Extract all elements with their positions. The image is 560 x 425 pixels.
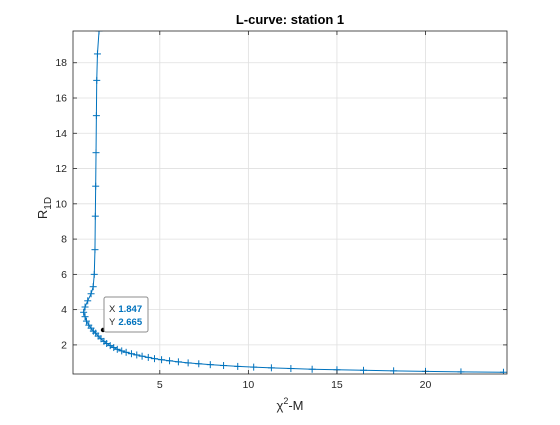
- y-tick-label: 8: [61, 234, 67, 246]
- data-point: [93, 76, 101, 84]
- data-point: [308, 365, 316, 373]
- y-tick-label: 2: [61, 339, 67, 351]
- data-point: [92, 112, 100, 120]
- x-tick-label: 20: [420, 379, 432, 391]
- data-point: [174, 358, 182, 366]
- datatip-box: [103, 296, 149, 333]
- datatip-x-value: 1.847: [118, 304, 142, 315]
- data-point: [82, 317, 90, 325]
- data-point: [81, 303, 89, 311]
- data-point: [144, 353, 152, 361]
- y-tick-label: 10: [55, 198, 67, 210]
- x-axis-label-sup: 2: [283, 396, 288, 406]
- data-point: [158, 356, 166, 364]
- y-tick-label: 18: [55, 57, 67, 69]
- datatip[interactable]: X 1.847 Y 2.665: [100, 296, 149, 333]
- data-point: [92, 182, 100, 190]
- y-tick-label: 6: [61, 269, 67, 281]
- data-point: [206, 361, 214, 369]
- data-point: [150, 355, 158, 363]
- y-tick-label: 14: [55, 128, 67, 140]
- y-axis-label-sub: 1D: [43, 197, 54, 210]
- y-axis-label-main: R: [35, 210, 50, 219]
- grid-lines: [73, 31, 507, 374]
- data-point: [184, 359, 192, 367]
- data-point: [127, 350, 135, 358]
- axes-box: [72, 30, 508, 375]
- y-tick-label: 12: [55, 163, 67, 175]
- data-point: [80, 308, 88, 316]
- data-point: [195, 360, 203, 368]
- x-axis-label-chi: χ: [276, 398, 283, 413]
- data-point: [138, 352, 146, 360]
- data-point: [122, 348, 130, 356]
- datatip-y-value: 2.665: [118, 317, 142, 328]
- datatip-x-label: X: [109, 304, 116, 315]
- data-point: [91, 246, 99, 254]
- series-group: [80, 31, 507, 374]
- data-point: [390, 367, 398, 374]
- data-point: [103, 339, 111, 347]
- data-point: [133, 351, 141, 359]
- series-line: [83, 31, 504, 373]
- datatip-y-label: Y: [109, 317, 116, 328]
- data-point: [87, 290, 95, 298]
- data-point: [110, 344, 118, 352]
- chart-title: L-curve: station 1: [236, 12, 344, 27]
- x-axis-label-rest: -M: [288, 398, 303, 413]
- data-point: [93, 50, 101, 58]
- data-point: [234, 362, 242, 370]
- data-point: [113, 345, 121, 353]
- data-point: [287, 365, 295, 373]
- ticks-group: 5 10 15 20 2 4 6 8 10 12 14 16 18: [55, 31, 507, 391]
- y-tick-label: 16: [55, 93, 67, 105]
- data-point: [81, 313, 89, 321]
- data-point: [250, 363, 258, 371]
- data-point: [267, 364, 275, 372]
- data-point: [457, 368, 465, 374]
- data-point: [220, 362, 228, 370]
- data-point: [89, 283, 97, 291]
- x-tick-label: 5: [157, 379, 163, 391]
- y-axis-label: R1D: [35, 197, 54, 219]
- data-point: [106, 342, 114, 350]
- data-point: [95, 31, 103, 35]
- datatip-x-row: X 1.847: [109, 304, 142, 315]
- data-point: [84, 297, 92, 305]
- data-point: [166, 357, 174, 365]
- x-tick-label: 10: [243, 379, 255, 391]
- y-tick-label: 4: [61, 304, 67, 316]
- data-point: [360, 366, 368, 374]
- data-point: [118, 347, 126, 355]
- data-point: [499, 368, 507, 374]
- data-point: [92, 149, 100, 157]
- data-point: [90, 270, 98, 278]
- datatip-y-row: Y 2.665: [109, 317, 143, 328]
- x-tick-label: 15: [331, 379, 343, 391]
- x-axis-label: χ2-M: [276, 396, 303, 413]
- data-point: [91, 212, 99, 220]
